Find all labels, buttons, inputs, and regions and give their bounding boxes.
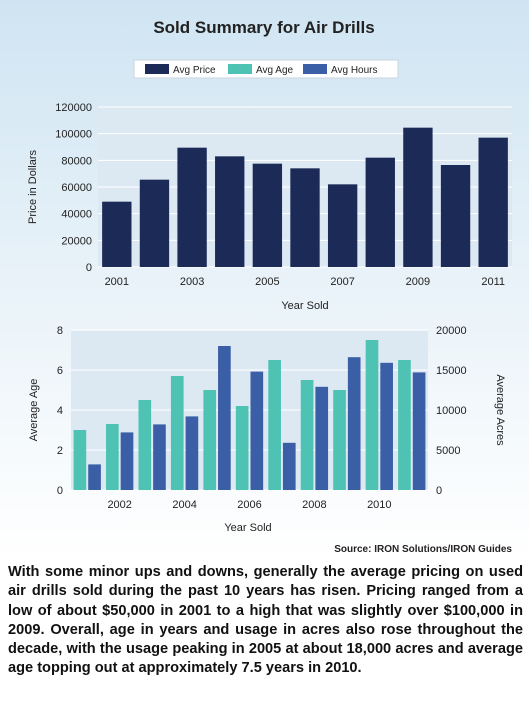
bar-avg-hours [185, 416, 199, 490]
x-tick-label: 2005 [255, 276, 279, 288]
bar-avg-hours [120, 432, 134, 490]
y-tick-label: 0 [86, 262, 92, 274]
x-tick-label: 2009 [406, 276, 430, 288]
y-axis-label: Average Age [28, 379, 40, 442]
y-tick-label: 40000 [61, 209, 92, 221]
y-tick-label: 6 [57, 365, 63, 377]
y-right-tick-label: 15000 [436, 365, 467, 377]
bar-avg-hours [412, 372, 426, 490]
bar-avg-price [365, 157, 395, 267]
y-tick-label: 120000 [55, 102, 92, 114]
age-hours-chart: 0 2 4 6 8 0 5000 10000 15000 20000 2002 2004 2006 200… [28, 325, 506, 534]
bar-avg-price [403, 127, 433, 268]
y-tick-label: 20000 [61, 235, 92, 247]
bar-avg-hours [153, 424, 166, 490]
bar-avg-price [290, 168, 320, 267]
legend: Avg Price Avg Age Avg Hours [133, 59, 399, 79]
y-right-tick-label: 0 [436, 485, 442, 497]
bar-avg-price [139, 179, 170, 267]
y-tick-label: 0 [57, 485, 63, 497]
y-right-tick-label: 20000 [436, 325, 467, 337]
bar-avg-hours [218, 346, 231, 490]
x-tick-label: 2006 [237, 499, 261, 511]
bar-avg-age [106, 424, 119, 490]
bar-avg-price [327, 184, 358, 267]
y-tick-label: 2 [57, 445, 63, 457]
x-tick-label: 2007 [330, 276, 354, 288]
chart-title: Sold Summary for Air Drills [153, 18, 374, 37]
bar-avg-age [333, 390, 346, 490]
x-tick-label: 2010 [367, 499, 391, 511]
y-tick-label: 4 [57, 405, 63, 417]
bar-avg-hours [250, 371, 264, 490]
y-tick-label: 60000 [61, 182, 92, 194]
legend-swatch [303, 64, 327, 74]
bar-avg-price [215, 156, 245, 267]
bar-avg-age [170, 376, 184, 490]
y-right-tick-label: 5000 [436, 445, 460, 457]
y-right-tick-label: 10000 [436, 405, 467, 417]
bar-avg-age [235, 406, 249, 490]
bar-avg-hours [88, 464, 101, 490]
y-tick-label: 80000 [61, 155, 92, 167]
bar-avg-price [102, 201, 132, 267]
bar-avg-hours [347, 357, 361, 490]
bar-avg-age [203, 390, 217, 490]
bar-avg-price [440, 165, 471, 267]
bar-avg-price [177, 147, 207, 267]
x-tick-label: 2003 [180, 276, 204, 288]
price-chart: 0 20000 40000 60000 80000 100000 120000 2001 200… [27, 102, 512, 312]
x-tick-label: 2001 [105, 276, 129, 288]
y-axis-label: Price in Dollars [27, 150, 39, 224]
bar-avg-age [268, 360, 281, 490]
x-axis-label: Year Sold [281, 300, 328, 312]
x-tick-label: 2008 [302, 499, 326, 511]
y-right-axis-label: Average Acres [494, 374, 506, 446]
y-tick-label: 8 [57, 325, 63, 337]
caption-text: With some minor ups and downs, generally… [8, 564, 523, 677]
bar-avg-age [365, 340, 379, 490]
bar-avg-age [138, 400, 152, 490]
bar-avg-age [73, 430, 87, 490]
x-axis-label: Year Sold [224, 522, 271, 534]
legend-label: Avg Hours [331, 65, 378, 76]
bar-avg-hours [282, 442, 296, 490]
bar-avg-age [300, 380, 314, 490]
bar-avg-price [478, 137, 508, 267]
legend-box [133, 59, 399, 79]
legend-swatch [145, 64, 169, 74]
chart-figure: Sold Summary for Air Drills Avg Price Avg… [0, 0, 529, 560]
chart-svg: Sold Summary for Air Drills Avg Price Avg… [27, 18, 512, 555]
bar-avg-hours [380, 362, 393, 490]
x-tick-label: 2011 [481, 276, 505, 288]
y-tick-label: 100000 [55, 129, 92, 141]
legend-label: Avg Price [173, 65, 216, 76]
bar-avg-hours [315, 386, 329, 490]
legend-label: Avg Age [256, 65, 294, 76]
source-note: Source: IRON Solutions/IRON Guides [334, 544, 512, 555]
x-tick-label: 2004 [172, 499, 196, 511]
legend-swatch [228, 64, 252, 74]
bar-avg-price [252, 163, 283, 267]
x-tick-label: 2002 [107, 499, 131, 511]
bar-avg-age [398, 360, 411, 490]
